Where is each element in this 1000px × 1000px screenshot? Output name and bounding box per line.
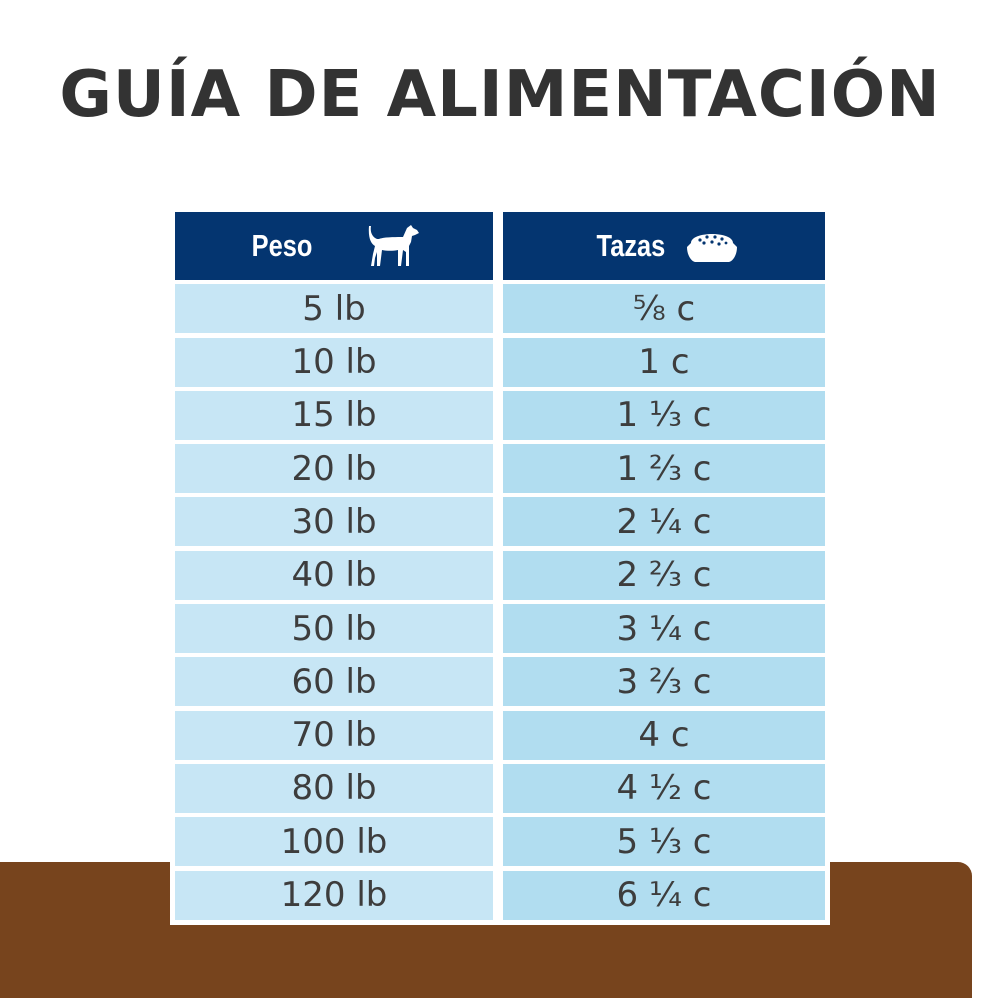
cups-cell: 1 ⅓ c — [503, 390, 825, 440]
weight-cell: 30 lb — [175, 497, 493, 547]
cups-cell: 1 c — [503, 337, 825, 387]
header-weight: Peso — [175, 212, 493, 280]
header-cups: Tazas — [503, 212, 825, 280]
cups-cell: ⅝ c — [503, 284, 825, 334]
header-weight-label: Peso — [251, 228, 313, 263]
weight-cell: 70 lb — [175, 710, 493, 760]
cups-cell: 6 ¼ c — [503, 870, 825, 920]
weight-cell: 100 lb — [175, 817, 493, 867]
weight-cell: 10 lb — [175, 337, 493, 387]
cups-cell: 5 ⅓ c — [503, 817, 825, 867]
food-bowl-icon — [686, 234, 737, 262]
weight-cell: 60 lb — [175, 657, 493, 707]
cups-cell: 4 c — [503, 710, 825, 760]
weight-cell: 80 lb — [175, 763, 493, 813]
cups-cell: 2 ¼ c — [503, 497, 825, 547]
weight-cell: 20 lb — [175, 444, 493, 494]
weight-cell: 50 lb — [175, 604, 493, 654]
cups-cell: 3 ⅔ c — [503, 657, 825, 707]
cups-cell: 4 ½ c — [503, 763, 825, 813]
weight-cell: 40 lb — [175, 550, 493, 600]
cups-cell: 1 ⅔ c — [503, 444, 825, 494]
feeding-table: Peso Tazas 5 lb ⅝ c 10 lb 1 c 15 lb 1 ⅓ c 20 l… — [170, 207, 830, 925]
cups-cell: 3 ¼ c — [503, 604, 825, 654]
page-title: GUÍA DE ALIMENTACIÓN — [59, 58, 941, 132]
weight-cell: 120 lb — [175, 870, 493, 920]
dog-icon — [368, 225, 420, 266]
weight-cell: 15 lb — [175, 390, 493, 440]
cups-cell: 2 ⅔ c — [503, 550, 825, 600]
weight-cell: 5 lb — [175, 284, 493, 334]
header-cups-label: Tazas — [596, 228, 666, 263]
